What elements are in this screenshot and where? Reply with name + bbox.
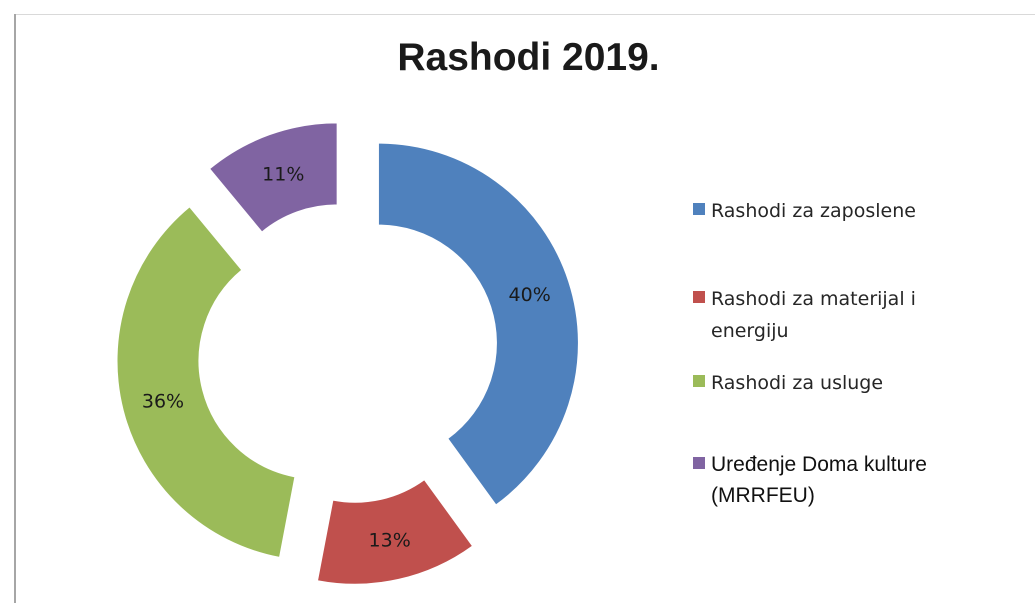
chart-title: Rashodi 2019. [397, 36, 660, 79]
slice-value-label: 13% [369, 529, 411, 551]
slice-value-label: 40% [509, 284, 551, 306]
legend-label: Rashodi za usluge [711, 372, 884, 394]
legend-item: Rashodi za usluge [693, 367, 1023, 399]
legend-swatch [693, 291, 705, 303]
slice-value-label: 11% [262, 163, 304, 185]
legend-label: Rashodi za zaposlene [711, 200, 916, 222]
donut-slice [316, 478, 474, 585]
legend-swatch [693, 203, 705, 215]
chart-border-top [14, 14, 1035, 15]
legend-label: Uređenje Doma kulture (MRRFEU) [711, 453, 927, 507]
legend-item: Uređenje Doma kulture (MRRFEU) [693, 449, 1023, 511]
slice-value-label: 36% [142, 390, 184, 412]
donut-slice [116, 206, 296, 559]
donut-slice [377, 142, 579, 506]
chart-border-left [14, 14, 16, 603]
legend-swatch [693, 457, 705, 469]
legend-item: Rashodi za zaposlene [693, 195, 1023, 227]
legend-swatch [693, 375, 705, 387]
legend-label: Rashodi za materijal i energiju [711, 288, 916, 342]
donut-slice [208, 122, 338, 233]
legend-item: Rashodi za materijal i energiju [693, 283, 1023, 347]
